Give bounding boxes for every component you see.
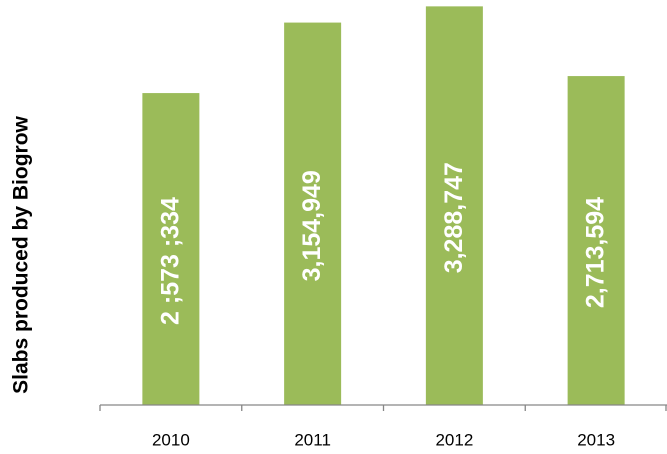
bar xyxy=(425,6,483,405)
y-axis-title: Slabs produced by Biogrow xyxy=(10,115,33,393)
value-label: 3,288,747 xyxy=(440,162,468,273)
bar xyxy=(567,76,625,405)
x-tick-label: 2011 xyxy=(294,430,331,449)
bar xyxy=(284,22,342,405)
value-label: 2 ;573 ;334 xyxy=(156,197,184,325)
x-tick-label: 2010 xyxy=(152,430,190,449)
bar xyxy=(142,93,200,406)
value-label: 3,154,949 xyxy=(298,170,326,281)
x-tick-label: 2013 xyxy=(577,430,615,449)
value-label: 2,713,594 xyxy=(582,197,610,308)
x-tick-label: 2012 xyxy=(435,430,473,449)
